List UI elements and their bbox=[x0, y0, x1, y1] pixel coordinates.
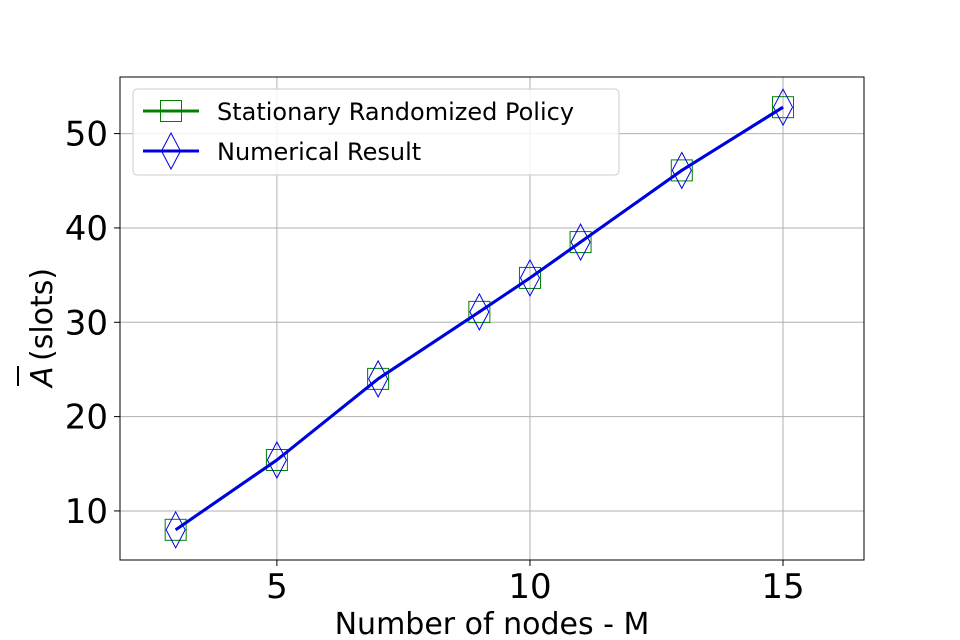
y-tick-label: 50 bbox=[65, 115, 108, 155]
legend-square-marker bbox=[160, 100, 182, 122]
data-point-square bbox=[670, 159, 693, 182]
x-axis-label: Number of nodes - M bbox=[335, 607, 650, 640]
series-2 bbox=[165, 88, 794, 549]
x-axis: 5 10 15 bbox=[266, 560, 805, 607]
data-point-diamond bbox=[519, 258, 541, 298]
y-tick-label: 20 bbox=[65, 398, 108, 438]
legend-diamond-marker bbox=[160, 131, 182, 171]
legend-entry: Numerical Result bbox=[143, 131, 421, 171]
y-tick-label: 10 bbox=[65, 492, 108, 532]
y-tick-label: 40 bbox=[65, 209, 108, 249]
series-layer bbox=[164, 88, 795, 549]
x-tick-label: 15 bbox=[761, 567, 804, 607]
legend-entry: Stationary Randomized Policy bbox=[143, 98, 574, 126]
y-axis: 10 20 30 40 50 bbox=[65, 115, 120, 532]
data-point-square bbox=[569, 231, 592, 254]
data-point-diamond bbox=[772, 88, 794, 127]
data-point-diamond bbox=[469, 292, 490, 331]
y-axis-label: A (slots) bbox=[17, 268, 60, 389]
data-point-square bbox=[164, 518, 187, 541]
series-line bbox=[174, 105, 784, 532]
x-tick-label: 10 bbox=[508, 567, 551, 607]
y-tick-label: 30 bbox=[65, 303, 108, 343]
data-point-square bbox=[265, 449, 288, 472]
plot-area bbox=[119, 76, 865, 561]
x-tick-label: 5 bbox=[266, 567, 288, 607]
legend-label: Stationary Randomized Policy bbox=[217, 98, 574, 126]
legend-box bbox=[132, 88, 620, 176]
data-point-square bbox=[772, 96, 795, 119]
data-point-diamond bbox=[165, 510, 186, 549]
legend-label: Numerical Result bbox=[217, 138, 421, 166]
y-axis-label-unit: (slots) bbox=[25, 268, 60, 361]
data-point-square bbox=[367, 367, 390, 390]
legend: Stationary Randomized Policy Numerical Re… bbox=[132, 88, 620, 176]
data-point-diamond bbox=[671, 151, 692, 190]
data-point-diamond bbox=[570, 223, 591, 262]
data-point-diamond bbox=[266, 440, 287, 480]
data-point-square bbox=[468, 300, 491, 323]
y-axis-label-symbol: A bbox=[25, 366, 60, 389]
data-point-diamond bbox=[368, 359, 389, 398]
data-point-square bbox=[518, 266, 541, 289]
